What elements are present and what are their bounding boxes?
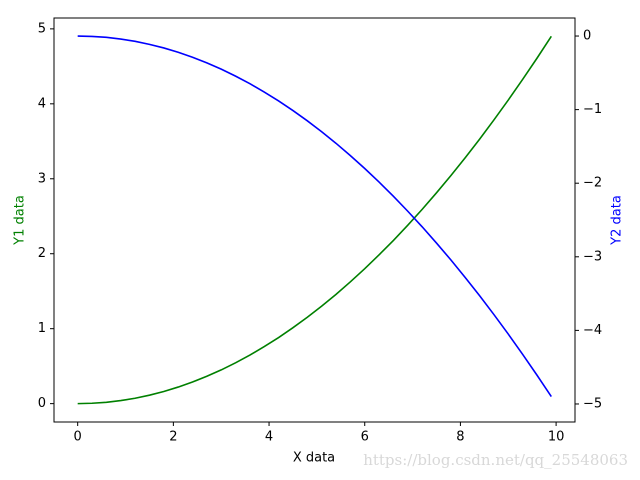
y-tick-label: 4 bbox=[38, 96, 46, 111]
y2-tick-label: −5 bbox=[583, 396, 602, 411]
plot-frame bbox=[53, 17, 576, 423]
y-tick-label: 1 bbox=[38, 321, 46, 336]
line-series bbox=[77, 35, 552, 398]
x-tick-label: 2 bbox=[169, 430, 177, 445]
watermark: https://blog.csdn.net/qq_25548063 bbox=[363, 451, 628, 469]
y-tick-label: 3 bbox=[38, 171, 46, 186]
y2-tick-label: −3 bbox=[583, 249, 602, 264]
y-tick-label: 5 bbox=[38, 21, 46, 36]
y-axis-label: Y1 data bbox=[13, 195, 28, 246]
y2-tick-label: −4 bbox=[583, 323, 602, 338]
y2-tick-label: 0 bbox=[583, 29, 591, 44]
y2-tick-label: −2 bbox=[583, 176, 602, 191]
x-tick-label: 8 bbox=[456, 430, 464, 445]
y2-tick-label: −1 bbox=[583, 102, 602, 117]
x-tick-label: 6 bbox=[361, 430, 369, 445]
x-axis-label: X data bbox=[293, 451, 335, 466]
x-tick-label: 4 bbox=[265, 430, 273, 445]
y-tick-label: 2 bbox=[38, 246, 46, 261]
y-tick-label: 0 bbox=[38, 396, 46, 411]
line-series bbox=[77, 35, 552, 405]
x-tick-label: 10 bbox=[548, 430, 565, 445]
y2-axis-label: Y2 data bbox=[610, 195, 625, 246]
x-tick-label: 0 bbox=[74, 430, 82, 445]
